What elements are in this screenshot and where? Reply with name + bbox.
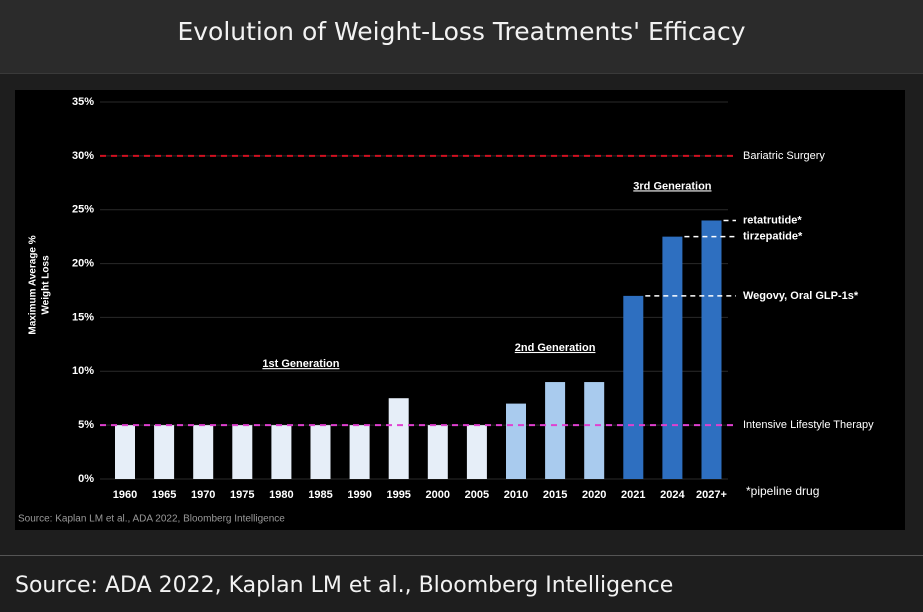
x-tick-label: 1965	[152, 489, 176, 501]
bar	[232, 425, 253, 479]
x-tick-label: 2024	[660, 489, 685, 501]
page-title: Evolution of Weight-Loss Treatments' Eff…	[177, 17, 746, 46]
series-label: 2nd Generation	[515, 342, 596, 354]
reference-label: Bariatric Surgery	[743, 150, 825, 162]
footnote: *pipeline drug	[746, 484, 819, 498]
x-tick-label: 1975	[230, 489, 254, 501]
bar	[623, 295, 644, 479]
bar	[115, 425, 135, 479]
annotation-text: tirzepatide*	[743, 231, 803, 243]
header: Evolution of Weight-Loss Treatments' Eff…	[0, 0, 923, 74]
bar	[154, 425, 175, 479]
series-label: 3rd Generation	[633, 180, 712, 192]
x-tick-label: 2020	[582, 489, 606, 501]
bar	[427, 425, 448, 479]
y-tick-label: 15%	[72, 311, 94, 323]
reference-label: Intensive Lifestyle Therapy	[743, 419, 874, 431]
x-tick-label: 1990	[347, 489, 371, 501]
y-tick-label: 10%	[72, 365, 94, 377]
bar	[701, 220, 722, 479]
bar	[545, 382, 566, 479]
x-tick-label: 2000	[426, 489, 450, 501]
y-axis-label: Maximum Average %	[28, 235, 39, 334]
y-tick-label: 35%	[72, 96, 94, 108]
bar	[506, 403, 526, 479]
chart: *pipeline drug Source: Kaplan LM et al.,…	[15, 90, 905, 530]
bar	[584, 382, 605, 479]
bar	[349, 425, 370, 479]
x-tick-label: 2015	[543, 489, 567, 501]
x-tick-label: 2027+	[696, 489, 727, 501]
bar	[388, 398, 409, 479]
bar	[466, 425, 487, 479]
x-tick-label: 2021	[621, 489, 645, 501]
x-tick-label: 1970	[191, 489, 215, 501]
x-tick-label: 1960	[113, 489, 137, 501]
y-tick-label: 20%	[72, 257, 94, 269]
bar	[271, 425, 292, 479]
x-tick-label: 1985	[308, 489, 332, 501]
series-label: 1st Generation	[262, 358, 339, 370]
x-tick-label: 1995	[386, 489, 410, 501]
x-tick-label: 2010	[504, 489, 528, 501]
bar	[310, 425, 331, 479]
y-tick-label: 5%	[78, 419, 94, 431]
x-tick-label: 2005	[465, 489, 489, 501]
chart-source: Source: Kaplan LM et al., ADA 2022, Bloo…	[18, 514, 285, 525]
y-tick-label: 25%	[72, 204, 94, 216]
page-source: Source: ADA 2022, Kaplan LM et al., Bloo…	[15, 573, 674, 598]
annotation-text: retatrutide*	[743, 214, 802, 226]
y-axis-label: Weight Loss	[41, 255, 52, 315]
bar	[193, 425, 214, 479]
bar	[662, 236, 683, 479]
x-tick-label: 1980	[269, 489, 293, 501]
y-tick-label: 0%	[78, 473, 94, 485]
separator	[0, 555, 923, 556]
annotation-text: Wegovy, Oral GLP-1s*	[743, 290, 859, 302]
y-tick-label: 30%	[72, 150, 94, 162]
